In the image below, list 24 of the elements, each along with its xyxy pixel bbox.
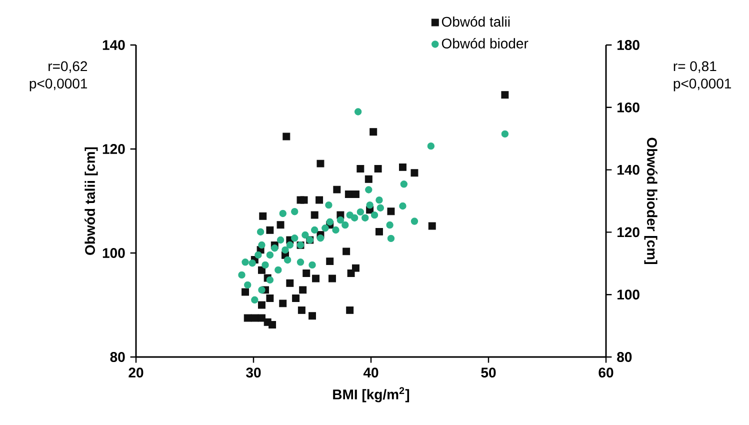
y2-axis-title: Obwód bioder [cm] xyxy=(644,138,658,264)
text: p<0,0001 xyxy=(674,78,732,92)
legend-label: Obwód talii xyxy=(442,16,510,27)
text: r=0,62 xyxy=(48,61,88,73)
x-tick-label: 30 xyxy=(246,368,261,378)
x-tick-label: 60 xyxy=(598,368,614,378)
y2-tick-label: 120 xyxy=(618,227,640,238)
y-tick-label: 120 xyxy=(102,144,125,154)
y-axis-title: Obwód talii [cm] xyxy=(84,147,98,255)
y2-tick-label: 160 xyxy=(618,102,640,112)
y-tick-label: 140 xyxy=(102,40,125,50)
y2-tick-label: 140 xyxy=(618,164,640,175)
x-tick-label: 40 xyxy=(363,368,378,378)
text: r= 0,81 xyxy=(674,61,716,73)
x-tick-label: 50 xyxy=(481,368,496,378)
y2-tick-label: 100 xyxy=(618,290,640,300)
text: p<0,0001 xyxy=(30,78,88,92)
x-tick-label: 20 xyxy=(128,368,144,378)
x-axis-title: BMI [kg/m$^{2}$] xyxy=(333,387,410,402)
y2-tick-label: 80 xyxy=(617,352,632,362)
y-tick-label: 100 xyxy=(102,248,125,258)
legend-label: Obwód bioder xyxy=(442,38,528,48)
y2-tick-label: 180 xyxy=(618,40,640,50)
y-tick-label: 80 xyxy=(110,352,125,362)
